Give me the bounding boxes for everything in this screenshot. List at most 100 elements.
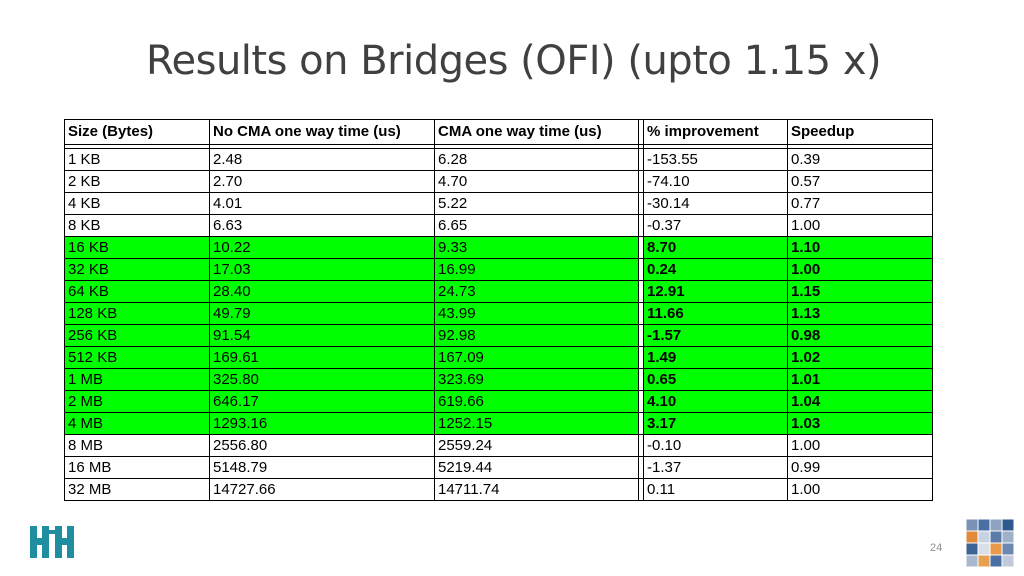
row-improvement-cell: -0.37 — [643, 214, 788, 237]
row-cma-cell: 5219.44 — [434, 456, 639, 479]
table-header-row: Size (Bytes) No CMA one way time (us) CM… — [64, 119, 933, 145]
row-no-cma-cell: 5148.79 — [209, 456, 435, 479]
row-cma-cell: 1252.15 — [434, 412, 639, 435]
table-row: 2 KB 2.70 4.70 -74.10 0.57 — [64, 170, 933, 193]
table-row: 8 KB 6.63 6.65 -0.37 1.00 — [64, 214, 933, 237]
table-row: 8 MB 2556.80 2559.24 -0.10 1.00 — [64, 434, 933, 457]
row-no-cma-cell: 6.63 — [209, 214, 435, 237]
row-speedup-cell: 0.98 — [787, 324, 933, 347]
row-improvement-cell: -1.57 — [643, 324, 788, 347]
row-cma-cell: 6.28 — [434, 148, 639, 171]
row-speedup-cell: 0.57 — [787, 170, 933, 193]
row-no-cma-cell: 169.61 — [209, 346, 435, 369]
row-speedup-cell: 1.02 — [787, 346, 933, 369]
header-improvement: % improvement — [643, 119, 788, 145]
row-no-cma-cell: 10.22 — [209, 236, 435, 259]
row-speedup-cell: 1.15 — [787, 280, 933, 303]
table-row: 4 MB 1293.16 1252.15 3.17 1.03 — [64, 412, 933, 435]
table-body: 1 KB 2.48 6.28 -153.55 0.39 2 KB 2.70 4.70 -74.1… — [64, 148, 933, 501]
row-size-cell: 16 MB — [64, 456, 210, 479]
row-no-cma-cell: 4.01 — [209, 192, 435, 215]
row-no-cma-cell: 2556.80 — [209, 434, 435, 457]
university-logo-icon — [30, 524, 74, 560]
table-row: 4 KB 4.01 5.22 -30.14 0.77 — [64, 192, 933, 215]
row-size-cell: 128 KB — [64, 302, 210, 325]
row-improvement-cell: 3.17 — [643, 412, 788, 435]
row-cma-cell: 92.98 — [434, 324, 639, 347]
row-improvement-cell: 0.11 — [643, 478, 788, 501]
row-cma-cell: 4.70 — [434, 170, 639, 193]
row-improvement-cell: -30.14 — [643, 192, 788, 215]
table-row: 512 KB 169.61 167.09 1.49 1.02 — [64, 346, 933, 369]
slide-title: Results on Bridges (OFI) (upto 1.15 x) — [146, 38, 882, 84]
row-cma-cell: 9.33 — [434, 236, 639, 259]
row-cma-cell: 6.65 — [434, 214, 639, 237]
table-row: 32 MB 14727.66 14711.74 0.11 1.00 — [64, 478, 933, 501]
row-cma-cell: 167.09 — [434, 346, 639, 369]
table-row: 256 KB 91.54 92.98 -1.57 0.98 — [64, 324, 933, 347]
row-size-cell: 64 KB — [64, 280, 210, 303]
row-cma-cell: 2559.24 — [434, 434, 639, 457]
row-no-cma-cell: 17.03 — [209, 258, 435, 281]
header-speedup: Speedup — [787, 119, 933, 145]
header-no-cma-time: No CMA one way time (us) — [209, 119, 435, 145]
row-no-cma-cell: 325.80 — [209, 368, 435, 391]
row-improvement-cell: 1.49 — [643, 346, 788, 369]
row-no-cma-cell: 91.54 — [209, 324, 435, 347]
row-size-cell: 32 KB — [64, 258, 210, 281]
table-row: 2 MB 646.17 619.66 4.10 1.04 — [64, 390, 933, 413]
row-speedup-cell: 1.01 — [787, 368, 933, 391]
row-no-cma-cell: 28.40 — [209, 280, 435, 303]
table-row: 16 KB 10.22 9.33 8.70 1.10 — [64, 236, 933, 259]
row-improvement-cell: 8.70 — [643, 236, 788, 259]
row-speedup-cell: 1.00 — [787, 214, 933, 237]
row-size-cell: 8 MB — [64, 434, 210, 457]
row-cma-cell: 16.99 — [434, 258, 639, 281]
row-no-cma-cell: 49.79 — [209, 302, 435, 325]
row-cma-cell: 619.66 — [434, 390, 639, 413]
row-speedup-cell: 1.00 — [787, 478, 933, 501]
row-speedup-cell: 1.00 — [787, 434, 933, 457]
row-speedup-cell: 1.03 — [787, 412, 933, 435]
row-size-cell: 32 MB — [64, 478, 210, 501]
row-cma-cell: 43.99 — [434, 302, 639, 325]
row-speedup-cell: 0.39 — [787, 148, 933, 171]
row-no-cma-cell: 2.48 — [209, 148, 435, 171]
row-cma-cell: 24.73 — [434, 280, 639, 303]
table-row: 32 KB 17.03 16.99 0.24 1.00 — [64, 258, 933, 281]
row-size-cell: 1 KB — [64, 148, 210, 171]
row-speedup-cell: 1.13 — [787, 302, 933, 325]
row-size-cell: 4 MB — [64, 412, 210, 435]
header-size: Size (Bytes) — [64, 119, 210, 145]
table-row: 1 KB 2.48 6.28 -153.55 0.39 — [64, 148, 933, 171]
row-improvement-cell: -0.10 — [643, 434, 788, 457]
row-cma-cell: 323.69 — [434, 368, 639, 391]
row-size-cell: 1 MB — [64, 368, 210, 391]
row-improvement-cell: 0.24 — [643, 258, 788, 281]
row-improvement-cell: 12.91 — [643, 280, 788, 303]
row-improvement-cell: -74.10 — [643, 170, 788, 193]
table-row: 16 MB 5148.79 5219.44 -1.37 0.99 — [64, 456, 933, 479]
row-size-cell: 2 MB — [64, 390, 210, 413]
row-no-cma-cell: 1293.16 — [209, 412, 435, 435]
row-size-cell: 256 KB — [64, 324, 210, 347]
page-number: 24 — [930, 542, 943, 554]
table-row: 1 MB 325.80 323.69 0.65 1.01 — [64, 368, 933, 391]
row-speedup-cell: 1.04 — [787, 390, 933, 413]
results-table: Size (Bytes) No CMA one way time (us) CM… — [64, 119, 933, 501]
row-no-cma-cell: 14727.66 — [209, 478, 435, 501]
row-cma-cell: 5.22 — [434, 192, 639, 215]
row-improvement-cell: -153.55 — [643, 148, 788, 171]
row-size-cell: 512 KB — [64, 346, 210, 369]
header-cma-time: CMA one way time (us) — [434, 119, 639, 145]
row-size-cell: 2 KB — [64, 170, 210, 193]
row-speedup-cell: 1.10 — [787, 236, 933, 259]
row-size-cell: 16 KB — [64, 236, 210, 259]
row-speedup-cell: 0.99 — [787, 456, 933, 479]
row-speedup-cell: 0.77 — [787, 192, 933, 215]
row-no-cma-cell: 646.17 — [209, 390, 435, 413]
row-cma-cell: 14711.74 — [434, 478, 639, 501]
row-speedup-cell: 1.00 — [787, 258, 933, 281]
row-size-cell: 4 KB — [64, 192, 210, 215]
row-improvement-cell: 4.10 — [643, 390, 788, 413]
